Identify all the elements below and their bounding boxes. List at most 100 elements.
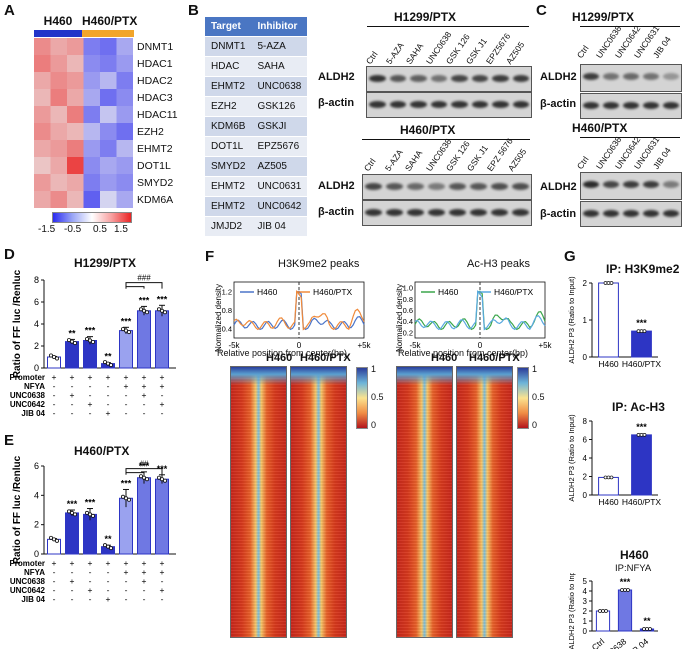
data-point: [603, 475, 608, 480]
data-point: [121, 327, 126, 332]
heatmap-cell: [50, 72, 67, 89]
y-tick-label: 4: [583, 587, 588, 596]
treatment-sign: -: [143, 399, 146, 409]
treatment-label: UNC0638: [10, 577, 46, 586]
group1-label: H460: [43, 14, 73, 28]
heatmap-label-4: H460/PTX: [469, 352, 520, 364]
table-row: KDM6B GSKJI: [205, 116, 308, 137]
gene-label: SMYD2: [137, 177, 174, 189]
y-tick-label: 2: [583, 279, 588, 288]
blot-b2-line: [362, 139, 530, 140]
blot-b1-band2-label: β-actin: [318, 97, 355, 109]
heatmap-cell: [50, 157, 67, 174]
blot-band: [583, 181, 599, 188]
y-axis-label: Ratio of FF luc /Renluc: [12, 456, 23, 564]
blot-band: [663, 210, 679, 217]
blot-c1-aldh2: [580, 64, 682, 92]
significance-stars: **: [643, 616, 651, 626]
treatment-sign: +: [124, 372, 129, 382]
treatment-sign: -: [107, 576, 110, 586]
lane-label: 5-AZA: [382, 147, 405, 173]
significance-stars: ***: [636, 318, 647, 328]
heatmap-cell: [116, 55, 133, 72]
data-point: [623, 588, 627, 592]
treatment-sign: +: [88, 399, 93, 409]
g1-title: IP: H3K9me2: [606, 262, 680, 276]
inhibitor-cell: SAHA: [251, 56, 308, 77]
data-point: [642, 329, 647, 333]
blot-c2-line: [580, 137, 680, 138]
data-point: [109, 546, 114, 551]
target-cell: EHMT2: [205, 176, 252, 197]
gene-label: DOT1L: [137, 160, 171, 172]
panel-label-a: A: [4, 2, 15, 19]
data-point: [124, 496, 129, 501]
treatment-sign: -: [53, 576, 56, 586]
blot-band: [491, 183, 508, 190]
heatmap-cell: [83, 140, 100, 157]
heatmap-cell: [67, 72, 84, 89]
heatmap-cell: [67, 106, 84, 123]
y-tick-label: 0.8: [222, 306, 232, 315]
heatmap-cell: [100, 191, 117, 208]
table-row: JMJD2 JIB 04: [205, 216, 308, 237]
blot-band: [603, 73, 619, 80]
chip-heatmap-h3k9me2-h460: [230, 366, 287, 638]
significance-stars: **: [104, 534, 112, 544]
blot-c2-title: H460/PTX: [572, 121, 628, 135]
y-tick-label: 8: [34, 275, 39, 285]
data-point: [639, 329, 644, 333]
bar: [595, 610, 611, 632]
heatmap-cell: [116, 157, 133, 174]
treatment-label: JIB 04: [21, 595, 45, 604]
treatment-label: NFYA: [24, 568, 45, 577]
lane-label: Ctrl: [574, 154, 591, 171]
group2-bar: [82, 30, 134, 37]
y-axis-label: Normalized density: [214, 284, 223, 352]
heatmap-cell: [116, 106, 133, 123]
target-cell: EHMT2: [205, 76, 252, 97]
significance-stars: ***: [85, 498, 96, 508]
treatment-sign: -: [53, 594, 56, 604]
treatment-label: JIB 04: [21, 409, 45, 418]
significance-stars: ***: [139, 295, 150, 305]
treatment-sign: +: [160, 567, 165, 577]
treatment-sign: -: [125, 408, 128, 418]
bar: [83, 340, 97, 369]
y-tick-label: 1: [583, 316, 588, 325]
treatment-sign: -: [107, 567, 110, 577]
y-tick-label: 4: [34, 490, 39, 500]
bar: [617, 589, 633, 632]
bar: [598, 282, 619, 358]
blot-b2-band2-label: β-actin: [318, 206, 355, 218]
treatment-sign: +: [124, 558, 129, 568]
treatment-sign: +: [160, 381, 165, 391]
scale-bar: [52, 212, 132, 223]
data-point: [109, 363, 114, 368]
heatmap-cell: [34, 174, 51, 191]
scale-tick-2: -0.5: [64, 224, 82, 235]
treatment-sign: -: [53, 390, 56, 400]
data-point: [606, 281, 611, 285]
blot-band: [470, 183, 487, 190]
series-line: [233, 289, 365, 331]
significance-stars: ***: [85, 326, 96, 336]
data-point: [49, 535, 54, 540]
data-point: [603, 281, 608, 285]
treatment-sign: +: [70, 372, 75, 382]
treatment-sign: -: [107, 390, 110, 400]
data-point: [636, 329, 641, 333]
category-label: Ctrl: [590, 636, 607, 649]
blot-band: [512, 183, 529, 190]
blot-band: [603, 102, 619, 109]
treatment-sign: -: [89, 408, 92, 418]
treatment-sign: +: [52, 558, 57, 568]
x-tick-label: -5k: [409, 341, 421, 350]
cbar1-tick-1: 1: [371, 364, 377, 374]
heatmap-cell: [34, 38, 51, 55]
cbar1-tick-3: 0: [371, 420, 377, 430]
blot-band: [663, 102, 679, 109]
gene-label: DNMT1: [137, 41, 174, 53]
data-point: [88, 512, 93, 517]
treatment-sign: -: [89, 381, 92, 391]
